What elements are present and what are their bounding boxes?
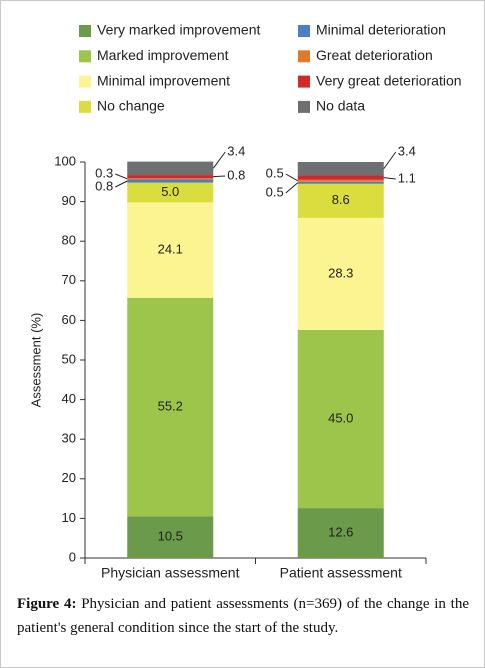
legend-swatch [298, 50, 310, 63]
bar-segment [297, 329, 384, 509]
y-tick-label: 80 [62, 233, 76, 248]
y-tick-label: 90 [62, 193, 76, 208]
bar-segment [127, 202, 214, 298]
legend-swatch [298, 75, 310, 88]
leader-line [285, 182, 299, 194]
value-label: 0.5 [266, 165, 284, 180]
bar-segment [297, 181, 384, 184]
y-tick-label: 100 [54, 153, 76, 168]
chart: Assessment (%) Very marked improvement Ma… [28, 22, 462, 581]
value-label: 28.3 [328, 265, 353, 280]
y-axis-title: Assessment (%) [28, 313, 43, 408]
x-tick-label: Patient assessment [280, 565, 402, 581]
legend-label: Very marked improvement [97, 22, 261, 38]
legend-swatch [298, 25, 310, 37]
bar-segment [297, 162, 384, 176]
leader-line [213, 175, 226, 178]
value-label: 0.8 [95, 178, 113, 193]
value-label: 3.4 [398, 143, 416, 158]
bar-segment [297, 183, 384, 218]
value-label: 0.5 [266, 184, 284, 199]
value-label: 0.3 [95, 165, 113, 180]
value-label: 0.8 [227, 167, 245, 182]
legend-label: Minimal deterioration [316, 22, 446, 38]
bar-segment [127, 297, 214, 517]
y-tick-label: 60 [62, 312, 76, 327]
bar-segment [127, 161, 214, 176]
value-label: 55.2 [158, 399, 183, 414]
bar-segment [127, 179, 214, 183]
leader-line [285, 173, 298, 182]
leader-line [115, 173, 128, 180]
bar-segment [127, 182, 214, 203]
bar-segment [127, 178, 214, 180]
value-label: 24.1 [158, 242, 183, 257]
caption-label: Figure 4: [17, 596, 77, 612]
bar-segment [297, 217, 384, 330]
value-label: 3.4 [227, 143, 245, 158]
y-tick-label: 0 [69, 549, 76, 564]
caption-text: Physician and patient assessments (n=369… [17, 596, 469, 636]
legend-label: No data [316, 98, 365, 114]
legend-label: Very great deterioration [316, 72, 462, 88]
value-label: 10.5 [158, 529, 183, 544]
bar-segment [127, 516, 214, 558]
bar-segment [297, 175, 384, 180]
value-label: 5.0 [161, 184, 179, 199]
y-tick-label: 50 [62, 351, 76, 366]
caption: Figure 4: Physician and patient assessme… [17, 592, 469, 640]
legend-label: Marked improvement [97, 47, 229, 63]
legend-label: Minimal improvement [97, 72, 230, 88]
bar-segment [297, 508, 384, 558]
legend-label: No change [97, 98, 165, 114]
legend-swatch [79, 75, 91, 88]
value-label: 45.0 [328, 410, 353, 425]
y-tick-label: 10 [62, 510, 76, 525]
value-label: 1.1 [398, 170, 416, 185]
y-tick-label: 40 [62, 391, 76, 406]
x-tick-label: Physician assessment [101, 565, 240, 581]
bar-segment [127, 175, 214, 179]
value-label: 8.6 [332, 192, 350, 207]
value-label: 12.6 [328, 524, 353, 539]
legend-swatch [79, 25, 91, 37]
legend-swatch [79, 50, 91, 63]
legend-swatch [79, 100, 91, 113]
leader-line [212, 151, 226, 169]
bar-segment [297, 179, 384, 182]
y-tick-label: 30 [62, 431, 76, 446]
y-tick-label: 70 [62, 272, 76, 287]
y-tick-label: 20 [62, 470, 76, 485]
legend-swatch [298, 100, 310, 113]
legend-label: Great deterioration [316, 47, 433, 63]
leader-line [383, 177, 396, 180]
leader-line [115, 180, 128, 188]
leader-line [383, 151, 397, 170]
